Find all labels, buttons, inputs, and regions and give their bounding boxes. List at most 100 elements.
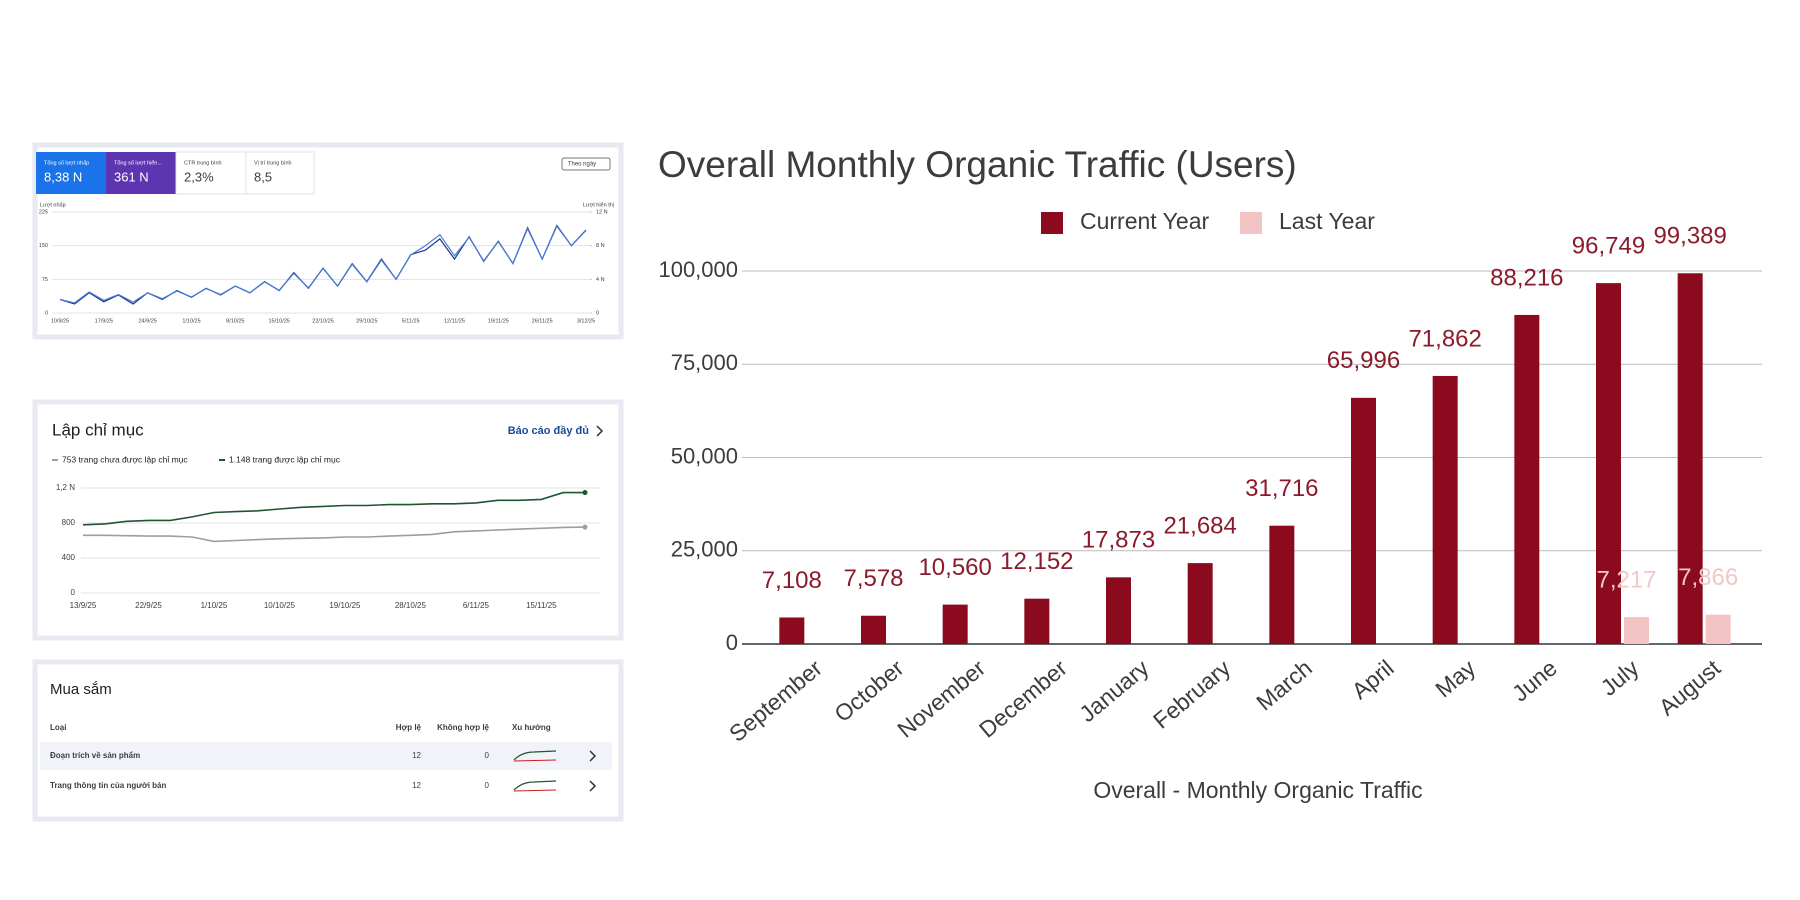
y-tick-label: 100,000 (658, 257, 738, 282)
x-tick-label: 6/11/25 (463, 601, 490, 610)
bar (1596, 283, 1621, 644)
table-cell: 0 (485, 781, 490, 790)
table-cell: 12 (412, 751, 421, 760)
card[interactable] (36, 152, 106, 194)
x-tick-label: 5/11/25 (402, 318, 420, 324)
card-label: Tổng số lượt nhấp (44, 159, 89, 166)
bar (1187, 563, 1213, 644)
x-axis-title: Overall - Monthly Organic Traffic (1093, 777, 1422, 803)
x-tick-label: 22/10/25 (312, 318, 333, 324)
data-label: 7,108 (762, 567, 822, 594)
x-tick-label: 10/10/25 (264, 601, 296, 610)
y-tick-label: 0 (726, 630, 738, 655)
sparkline (513, 780, 557, 791)
x-tick-label: December (974, 654, 1072, 742)
card[interactable] (245, 151, 315, 195)
table-cell: 12 (412, 781, 421, 790)
bar (942, 604, 968, 644)
shopping-panel (32, 659, 624, 822)
y2-axis-title: Lượt hiển thị (583, 201, 614, 208)
x-tick-label: 19/11/25 (488, 318, 509, 324)
x-tick-label: 1/10/25 (201, 601, 228, 610)
data-label: 12,152 (1000, 548, 1073, 575)
x-tick-label: 17/9/25 (95, 318, 113, 324)
y-tick-label: 25,000 (671, 537, 738, 562)
chevron (596, 425, 604, 437)
table-row-highlight (40, 742, 612, 770)
indexing-panel (32, 399, 624, 641)
y-axis-title: Lượt nhấp (40, 202, 66, 208)
y2-tick-label: 12 N (596, 209, 608, 215)
x-tick-label: 15/10/25 (268, 318, 289, 324)
data-label: 10,560 (918, 554, 991, 581)
card-label: CTR trung bình (184, 160, 222, 166)
sparkline (513, 750, 557, 761)
bar (1677, 273, 1703, 644)
y-tick-label: 800 (62, 518, 76, 527)
data-label: 96,749 (1572, 232, 1645, 259)
report-link[interactable]: Báo cáo đầy đủ (508, 425, 589, 437)
legend-label: Current Year (1080, 208, 1209, 234)
y2-tick-label: 8 N (596, 243, 605, 249)
data-label: 21,684 (1163, 512, 1236, 539)
card[interactable] (106, 152, 176, 194)
x-tick-label: July (1596, 654, 1644, 701)
panel-title: Mua sắm (50, 681, 112, 698)
line-series (82, 491, 585, 526)
x-tick-label: November (892, 654, 990, 742)
x-tick-label: September (724, 654, 827, 746)
panel-title: Lập chỉ mục (52, 420, 144, 439)
x-tick-label: 22/9/25 (135, 601, 162, 610)
x-tick-label: June (1507, 655, 1562, 707)
line-series (83, 526, 586, 543)
x-tick-label: 28/10/25 (395, 601, 427, 610)
date-button[interactable] (561, 157, 611, 171)
x-tick-label: May (1430, 654, 1480, 702)
card-value: 8,38 N (44, 169, 82, 184)
end-point (582, 524, 588, 530)
table-cell[interactable]: Đoạn trích về sản phẩm (50, 751, 140, 760)
sparkline (513, 759, 557, 762)
table-cell: 0 (485, 751, 490, 760)
y2-tick-label: 0 (596, 310, 599, 316)
chevron[interactable] (589, 750, 597, 762)
x-tick-label: 12/11/25 (444, 318, 465, 324)
bar (1705, 614, 1731, 644)
x-tick-label: 13/9/25 (70, 601, 97, 610)
y-tick-label: 0 (45, 310, 48, 316)
chevron[interactable] (589, 780, 597, 792)
card-label: Vị trí trung bình (254, 160, 292, 166)
x-tick-label: January (1074, 654, 1154, 727)
sparkline (513, 789, 557, 792)
legend-label: 1.148 trang được lập chỉ mục (229, 454, 341, 464)
x-tick-label: February (1148, 654, 1236, 733)
x-tick-label: 1/10/25 (182, 318, 200, 324)
legend-swatch (1240, 212, 1262, 234)
data-label: 31,716 (1245, 475, 1318, 502)
data-label: 7,217 (1596, 566, 1656, 593)
y-tick-label: 400 (62, 553, 76, 562)
bar (1269, 525, 1295, 644)
bar (861, 615, 886, 644)
card-value: 8,5 (254, 169, 272, 184)
data-label: 71,862 (1408, 325, 1481, 352)
x-tick-label: 3/12/25 (577, 318, 595, 324)
legend-label: Last Year (1279, 208, 1375, 234)
table-cell[interactable]: Trang thông tin của người bán (50, 781, 166, 790)
table-header: Hợp lệ (396, 723, 422, 732)
x-tick-label: April (1347, 655, 1399, 704)
y-tick-label: 75,000 (671, 350, 738, 375)
card-value: 361 N (114, 169, 149, 184)
x-tick-label: 10/9/25 (51, 318, 69, 324)
x-tick-label: 8/10/25 (226, 318, 244, 324)
data-label: 88,216 (1490, 264, 1563, 291)
bar (1624, 617, 1649, 644)
chart-title: Overall Monthly Organic Traffic (Users) (658, 144, 1297, 185)
bar (779, 617, 805, 644)
x-tick-label: 19/10/25 (329, 601, 361, 610)
data-label: 7,578 (843, 565, 903, 592)
x-tick-label: 26/11/25 (532, 318, 553, 324)
table-header: Loại (50, 723, 66, 732)
data-label: 17,873 (1082, 527, 1155, 554)
